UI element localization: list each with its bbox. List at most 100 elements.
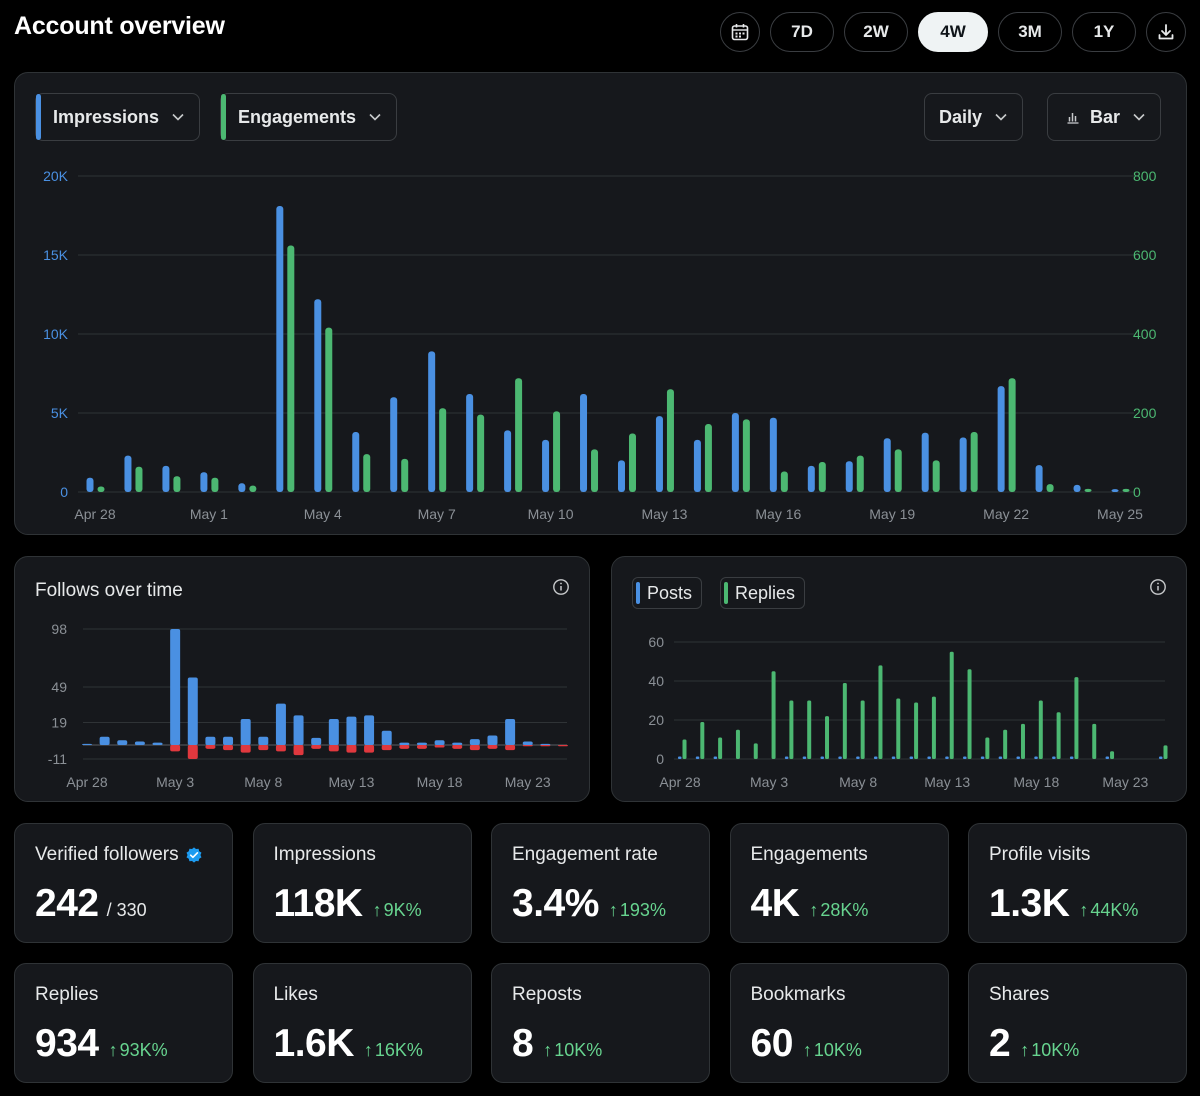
x-tick-label: May 19: [869, 506, 915, 522]
stat-change: ↑ 10K%: [1020, 1040, 1079, 1061]
follows-bar: [258, 736, 269, 745]
bar-chart-icon: [1066, 110, 1080, 124]
posts-replies-chart: 0 20 40 60 Apr 28 May 3 May 8 May 13 May 18 May 2…: [648, 634, 1168, 790]
stat-label: Likes: [274, 984, 318, 1006]
impressions-bar: [352, 431, 360, 492]
y-tick-label: -11: [48, 751, 67, 767]
impressions-bar: [731, 413, 739, 492]
stat-value-row: 242 / 330: [35, 882, 147, 926]
posts-bar: [1159, 756, 1163, 759]
impressions-bar: [883, 438, 891, 492]
impressions-bar: [1035, 465, 1043, 492]
unfollows-bar: [399, 745, 410, 749]
metric-2-label: Engagements: [238, 106, 357, 127]
engagements-bar: [780, 471, 788, 492]
unfollows-bar: [505, 745, 516, 751]
stat-value-row: 4K ↑ 28K%: [751, 882, 869, 926]
impressions-bar: [921, 432, 929, 492]
replies-legend-toggle[interactable]: Replies: [720, 577, 806, 609]
x-tick-label: May 18: [1013, 774, 1059, 790]
chart-type-label: Bar: [1090, 106, 1121, 127]
x-tick-label: May 16: [755, 506, 801, 522]
stat-change: ↑ 16K%: [364, 1040, 423, 1061]
x-tick-label: May 23: [1102, 774, 1148, 790]
unfollows-bar: [434, 745, 445, 748]
impressions-bar: [959, 437, 967, 492]
engagements-bar: [401, 458, 409, 492]
stat-value: 1.6K: [273, 1022, 355, 1065]
stat-label: Shares: [989, 984, 1049, 1006]
stat-label: Verified followers: [35, 844, 203, 866]
posts-bar: [1052, 756, 1056, 759]
posts-replies-card: Posts Replies 0 20 40 60 Apr 28 May 3 May 8 May…: [611, 556, 1187, 802]
stat-value-row: 1.3K ↑ 44K%: [989, 882, 1138, 926]
impressions-bar: [769, 417, 777, 492]
range-3m-button[interactable]: 3M: [998, 12, 1062, 52]
stat-label-text: Reposts: [512, 984, 582, 1005]
x-tick-label: May 8: [244, 774, 282, 790]
download-button[interactable]: [1146, 12, 1186, 52]
stat-value: 242: [35, 882, 99, 925]
stat-label: Impressions: [274, 844, 376, 866]
impressions-bar: [124, 455, 132, 492]
posts-legend-toggle[interactable]: Posts: [632, 577, 703, 609]
unfollows-bar: [416, 745, 427, 749]
stat-value-row: 118K ↑ 9K%: [274, 882, 422, 926]
engagements-bar: [135, 466, 143, 492]
y-tick-label: 0: [656, 751, 664, 767]
impressions-bar: [314, 299, 322, 492]
chart-type-dropdown[interactable]: Bar: [1047, 93, 1162, 141]
posts-bar: [945, 756, 949, 759]
info-icon[interactable]: [1149, 578, 1167, 596]
metric-2-dropdown[interactable]: Engagements: [220, 93, 398, 141]
x-tick-label: May 1: [190, 506, 228, 522]
replies-bar: [718, 737, 723, 759]
unfollows-bar: [258, 745, 269, 751]
posts-bar: [838, 756, 842, 759]
engagements-bar: [553, 411, 561, 492]
info-icon[interactable]: [552, 578, 570, 596]
metric-1-dropdown[interactable]: Impressions: [35, 93, 201, 141]
posts-bar: [713, 756, 718, 759]
y-left-tick-label: 20K: [43, 168, 69, 184]
stat-change: ↑ 93K%: [109, 1040, 168, 1061]
posts-bar: [802, 756, 807, 759]
impressions-engagements-chart: 0 0 5K 200 10K 400 15K 600 20K 800 Apr 28 May 1 May …: [43, 168, 1157, 522]
range-4w-button[interactable]: 4W: [918, 12, 988, 52]
engagements-bar: [439, 408, 447, 492]
interval-dropdown[interactable]: Daily: [924, 93, 1024, 141]
stat-label-text: Engagement rate: [512, 844, 658, 865]
calendar-button[interactable]: [720, 12, 760, 52]
engagements-bar: [591, 449, 599, 492]
stat-change-value: 16K%: [374, 1040, 423, 1060]
y-right-tick-label: 200: [1133, 405, 1157, 421]
stat-change-value: 44K%: [1090, 900, 1139, 920]
range-1y-button[interactable]: 1Y: [1072, 12, 1136, 52]
stat-value-row: 2 ↑ 10K%: [989, 1022, 1079, 1066]
stat-value: 2: [989, 1022, 1011, 1065]
stat-label-text: Bookmarks: [750, 984, 846, 1005]
stat-change: ↑ 28K%: [809, 900, 868, 921]
stat-change-value: 193%: [619, 900, 666, 920]
unfollows-bar: [487, 745, 498, 749]
stat-value-row: 8 ↑ 10K%: [512, 1022, 602, 1066]
impressions-bar: [276, 206, 284, 492]
engagements-bar: [1122, 488, 1130, 492]
impressions-bar: [997, 386, 1005, 492]
x-tick-label: May 13: [924, 774, 970, 790]
follows-bar: [293, 715, 304, 745]
y-right-tick-label: 0: [1133, 484, 1141, 500]
impressions-bar: [86, 477, 94, 492]
engagements-bar: [325, 327, 333, 492]
unfollows-bar: [170, 745, 181, 752]
follows-bar: [152, 742, 163, 745]
engagements-bar: [1046, 484, 1054, 492]
unfollows-bar: [522, 745, 533, 747]
unfollows-bar: [205, 745, 216, 749]
stat-card-shares: Shares 2 ↑ 10K%: [968, 963, 1187, 1083]
range-7d-button[interactable]: 7D: [770, 12, 834, 52]
range-2w-button[interactable]: 2W: [844, 12, 908, 52]
x-tick-label: May 3: [750, 774, 788, 790]
arrow-up-icon: ↑: [802, 1040, 812, 1060]
replies-bar: [807, 700, 812, 759]
